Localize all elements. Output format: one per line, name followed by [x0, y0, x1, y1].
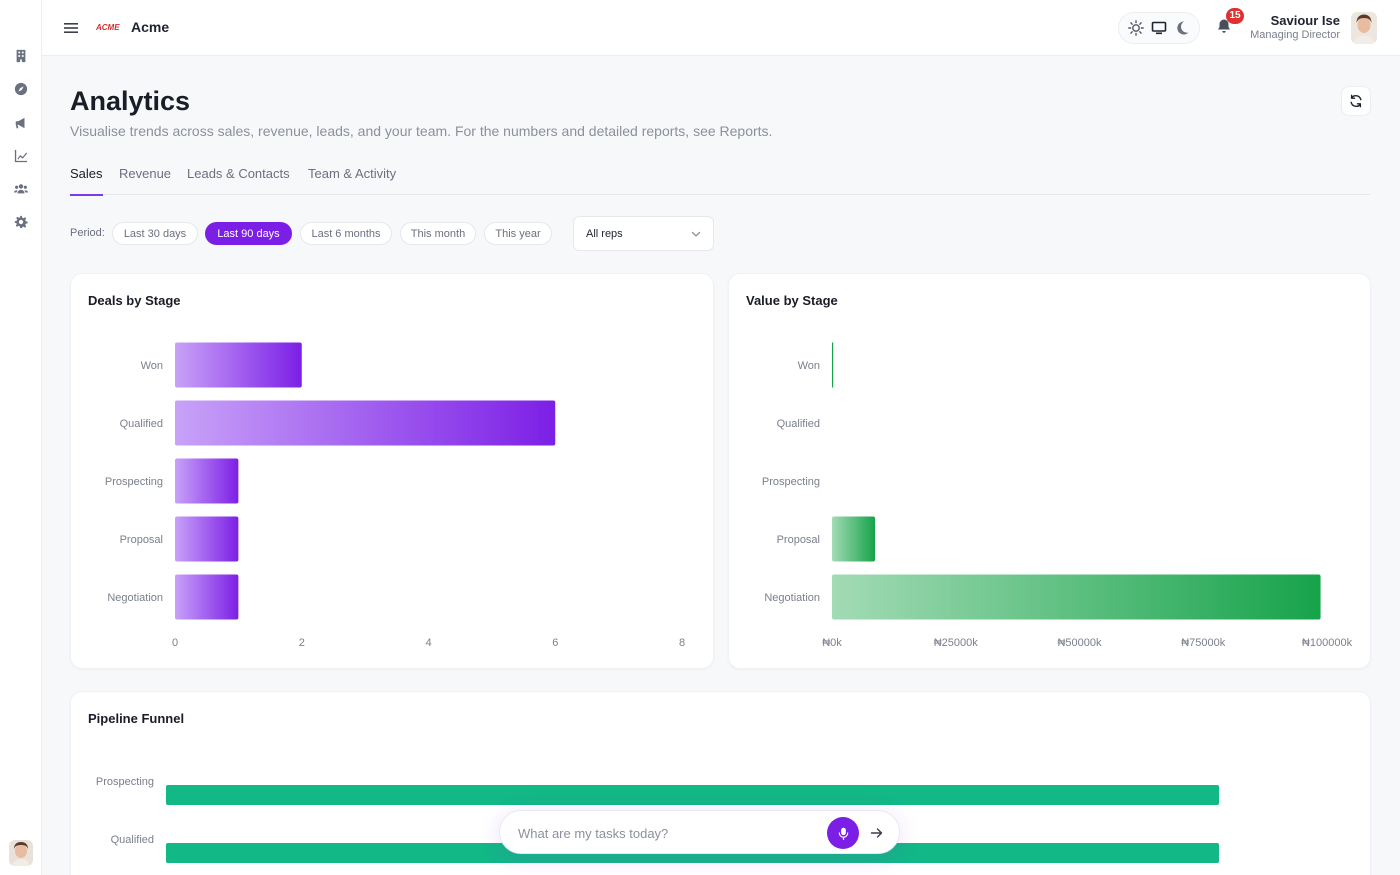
assistant-chat-bar [499, 810, 900, 854]
chevron-down-icon [691, 231, 701, 237]
rep-select[interactable]: All reps [573, 216, 714, 251]
category-label-won: Won [141, 360, 163, 372]
category-label-prospecting: Prospecting [762, 476, 820, 488]
category-label-qualified: Qualified [777, 418, 820, 430]
bar-won[interactable] [175, 342, 302, 388]
period-last-90-days[interactable]: Last 90 days [205, 222, 292, 245]
period-this-year[interactable]: This year [484, 222, 552, 245]
x-tick-0: 0 [172, 637, 178, 649]
x-tick-0: ₦0k [822, 637, 842, 649]
bar-won[interactable] [832, 342, 834, 388]
category-label-proposal: Proposal [120, 534, 163, 546]
bar-proposal[interactable] [832, 516, 876, 562]
tab-revenue[interactable]: Revenue [119, 166, 172, 181]
compass-icon[interactable] [11, 79, 31, 99]
x-tick-3: ₦75000k [1181, 637, 1226, 649]
rep-select-value: All reps [586, 227, 623, 240]
assistant-input[interactable] [518, 822, 808, 844]
x-tick-4: 8 [679, 637, 685, 649]
bar-proposal[interactable] [175, 516, 239, 562]
menu-icon[interactable] [64, 18, 80, 38]
left-rail [0, 0, 42, 875]
user-avatar[interactable] [1351, 12, 1377, 44]
brand-name: Acme [131, 19, 170, 35]
category-label-negotiation: Negotiation [764, 592, 820, 604]
category-label-negotiation: Negotiation [107, 592, 163, 604]
bar-qualified[interactable] [175, 400, 556, 446]
value-by-stage-chart: Won Qualified Prospecting Proposal Negotiati… [762, 342, 1353, 649]
analytics-tabs: Sales Revenue Leads & Contacts Team & Ac… [70, 166, 1370, 196]
monitor-icon[interactable] [1150, 19, 1168, 37]
moon-icon[interactable] [1173, 19, 1191, 37]
x-tick-1: 2 [299, 637, 305, 649]
category-label-qualified: Qualified [111, 834, 154, 846]
tab-team-activity[interactable]: Team & Activity [308, 166, 397, 181]
x-tick-3: 6 [552, 637, 558, 649]
tab-sales[interactable]: Sales [70, 166, 103, 196]
category-label-prospecting: Prospecting [105, 476, 163, 488]
building-icon[interactable] [11, 46, 31, 66]
period-label: Period: [70, 227, 105, 239]
category-label-proposal: Proposal [777, 534, 820, 546]
bar-negotiation[interactable] [175, 574, 239, 620]
category-label-prospecting: Prospecting [96, 776, 154, 788]
category-label-won: Won [798, 360, 820, 372]
bar-negotiation[interactable] [832, 574, 1321, 620]
x-tick-2: 4 [425, 637, 431, 649]
microphone-icon [838, 827, 848, 840]
x-tick-1: ₦25000k [934, 637, 979, 649]
refresh-button[interactable] [1341, 86, 1371, 116]
value-by-stage-title: Value by Stage [746, 293, 838, 308]
pipeline-funnel-chart: Prospecting Qualified [96, 776, 1219, 863]
bar-prospecting[interactable] [175, 458, 239, 504]
deals-by-stage-card: Deals by Stage Won Qualified Prospecting Pr… [70, 273, 714, 669]
value-by-stage-card: Value by Stage Won Qualified Prospecting Pr… [728, 273, 1371, 669]
x-tick-2: ₦50000k [1057, 637, 1102, 649]
theme-toggle-group [1118, 12, 1200, 44]
refresh-icon [1350, 94, 1362, 108]
send-button[interactable] [866, 822, 888, 844]
rail-avatar[interactable] [9, 840, 33, 866]
sun-icon[interactable] [1127, 19, 1145, 37]
tab-leads-contacts[interactable]: Leads & Contacts [187, 166, 290, 181]
chart-line-icon[interactable] [11, 146, 31, 166]
page-title: Analytics [70, 86, 191, 116]
user-role: Managing Director [1250, 29, 1340, 41]
user-name[interactable]: Saviour Ise [1270, 13, 1340, 28]
bell-icon[interactable] [1216, 18, 1234, 38]
period-this-month[interactable]: This month [400, 222, 476, 245]
arrow-right-icon [870, 828, 883, 838]
bar-prospecting[interactable] [166, 785, 1219, 805]
microphone-button[interactable] [827, 817, 859, 849]
page-subtitle: Visualise trends across sales, revenue, … [70, 123, 773, 139]
pipeline-funnel-title: Pipeline Funnel [88, 711, 185, 726]
deals-by-stage-chart: Won Qualified Prospecting Proposal Negotiati… [105, 342, 685, 649]
x-tick-4: ₦100000k [1302, 637, 1353, 649]
users-icon[interactable] [11, 179, 31, 199]
megaphone-icon[interactable] [11, 113, 31, 133]
deals-by-stage-title: Deals by Stage [88, 293, 181, 308]
acme-logo: ACME [95, 20, 122, 34]
svg-text:ACME: ACME [96, 23, 120, 32]
top-header: ACME Acme 15 Saviour Ise Managing Direct… [42, 0, 1400, 56]
gear-icon[interactable] [11, 212, 31, 232]
period-last-6-months[interactable]: Last 6 months [300, 222, 392, 245]
notification-badge: 15 [1226, 8, 1244, 24]
category-label-qualified: Qualified [120, 418, 163, 430]
period-last-30-days[interactable]: Last 30 days [112, 222, 198, 245]
